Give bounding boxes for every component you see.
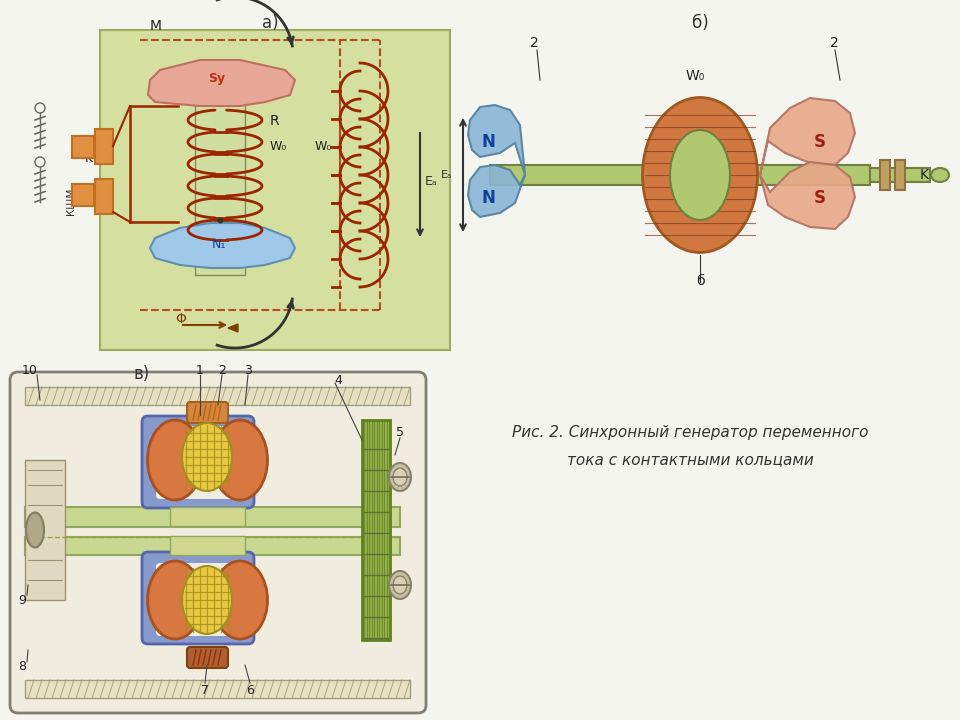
Text: 2: 2 [218,364,226,377]
Text: а): а) [262,14,278,32]
Text: Φ: Φ [175,312,186,326]
Text: 4: 4 [334,374,342,387]
Text: 2: 2 [830,36,839,50]
Text: N: N [481,189,495,207]
Text: б: б [696,274,705,288]
Bar [25,387,410,405]
Text: Eₐ: Eₐ [425,175,438,188]
Text: W₀: W₀ [315,140,332,153]
Ellipse shape [393,468,407,486]
Bar [25,537,400,555]
Text: 3: 3 [244,364,252,377]
FancyBboxPatch shape [156,563,240,636]
FancyBboxPatch shape [187,647,228,668]
Text: 9: 9 [18,593,26,606]
Text: N: N [481,133,495,151]
FancyBboxPatch shape [142,552,254,644]
Text: K: K [920,168,929,182]
Ellipse shape [389,463,411,491]
Polygon shape [468,165,525,217]
Text: S: S [814,189,826,207]
Text: K: K [84,152,93,165]
Bar [362,420,390,640]
Bar [95,179,113,214]
Ellipse shape [642,97,757,253]
Bar [195,75,245,275]
Text: Sy: Sy [208,72,226,85]
Text: 5: 5 [396,426,404,439]
Text: W₀: W₀ [270,140,287,153]
Polygon shape [468,105,525,175]
Text: тока с контактными кольцами: тока с контактными кольцами [566,452,813,467]
FancyBboxPatch shape [142,416,254,508]
Ellipse shape [182,566,232,634]
Bar [72,136,94,158]
Bar [72,184,94,206]
Bar [490,165,870,185]
Bar [25,680,410,698]
Text: 1: 1 [196,364,204,377]
Text: в): в) [133,365,150,383]
Ellipse shape [26,513,44,547]
Bar [170,507,245,526]
Ellipse shape [670,130,730,220]
Polygon shape [148,60,295,106]
Polygon shape [760,98,855,175]
Text: 7: 7 [201,683,209,696]
Text: КЩМ: КЩМ [65,188,75,215]
Ellipse shape [148,420,203,500]
Text: 8: 8 [18,660,26,673]
Text: Рис. 2. Синхронный генератор переменного: Рис. 2. Синхронный генератор переменного [512,425,868,440]
FancyBboxPatch shape [156,426,240,499]
Ellipse shape [212,561,268,639]
FancyBboxPatch shape [187,402,228,423]
Ellipse shape [393,576,407,594]
Ellipse shape [182,423,232,491]
Bar [870,168,930,182]
Text: M: M [150,19,162,33]
Ellipse shape [212,420,268,500]
Bar [25,507,400,527]
Bar [25,460,65,600]
Bar [895,160,905,190]
Bar [170,536,245,555]
Bar [100,30,450,350]
Bar [95,129,113,164]
Text: S: S [814,133,826,151]
Text: 6: 6 [246,683,254,696]
Text: 2: 2 [530,36,539,50]
Polygon shape [228,324,238,332]
Polygon shape [150,223,295,268]
Text: 10: 10 [22,364,38,377]
Ellipse shape [931,168,949,182]
Text: W₀: W₀ [685,69,705,83]
Text: Eₐ: Eₐ [441,170,452,180]
FancyBboxPatch shape [10,372,426,713]
Text: R: R [270,114,279,128]
Text: б): б) [691,14,708,32]
Bar [880,160,890,190]
Ellipse shape [389,571,411,599]
Ellipse shape [148,561,203,639]
Text: N₁: N₁ [212,238,227,251]
Polygon shape [760,162,855,229]
